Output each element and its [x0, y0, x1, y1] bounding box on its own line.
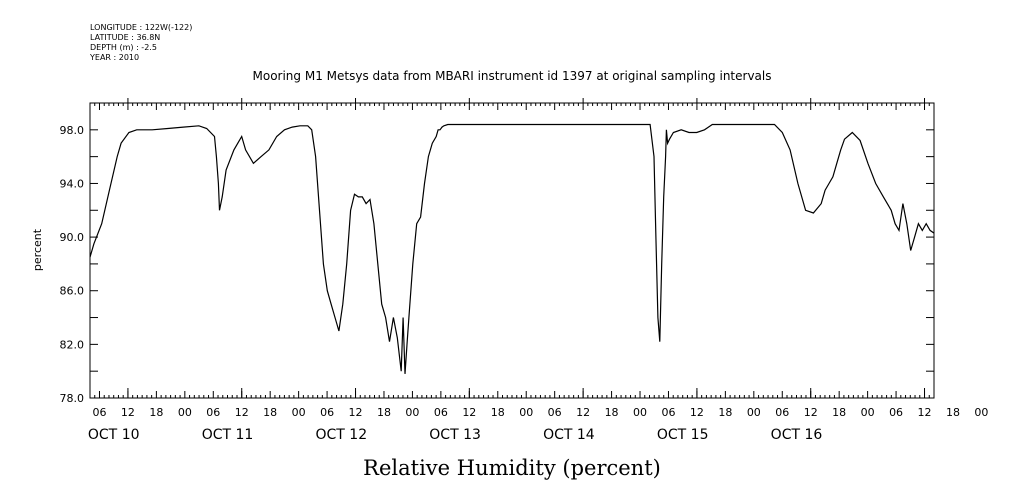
- day-label: OCT 14: [543, 427, 595, 443]
- x-tick-label: 12: [690, 406, 704, 419]
- day-label: OCT 11: [202, 427, 254, 443]
- x-tick-label: 18: [718, 406, 732, 419]
- x-tick-label: 18: [149, 406, 163, 419]
- x-tick-label: 00: [747, 406, 761, 419]
- x-tick-label: 06: [661, 406, 675, 419]
- x-tick-label: 18: [491, 406, 505, 419]
- x-tick-label: 06: [434, 406, 448, 419]
- x-tick-label: 12: [918, 406, 932, 419]
- x-tick-label: 00: [974, 406, 988, 419]
- y-tick-label: 94.0: [60, 177, 85, 190]
- day-labels: OCT 10 OCT 11 OCT 12 OCT 13 OCT 14 OCT 15 OCT …: [88, 427, 822, 443]
- x-tick-label: 06: [889, 406, 903, 419]
- day-label: OCT 10: [88, 427, 140, 443]
- x-tick-label: 00: [178, 406, 192, 419]
- x-tick-label: 06: [92, 406, 106, 419]
- year-label: YEAR : 2010: [89, 53, 139, 62]
- longitude-label: LONGITUDE : 122W(-122): [90, 23, 192, 32]
- depth-label: DEPTH (m) : -2.5: [90, 43, 157, 52]
- x-tick-label: 06: [206, 406, 220, 419]
- y-axis-label: percent: [31, 228, 44, 271]
- x-tick-label: 00: [633, 406, 647, 419]
- x-tick-label: 12: [235, 406, 249, 419]
- x-tick-label: 06: [548, 406, 562, 419]
- x-axis-label: Relative Humidity (percent): [363, 456, 661, 480]
- plot-frame: [89, 102, 935, 399]
- x-tick-label: 00: [861, 406, 875, 419]
- x-tick-label: 00: [405, 406, 419, 419]
- y-tick-label: 86.0: [60, 285, 85, 298]
- day-label: OCT 15: [657, 427, 709, 443]
- x-tick-label: 18: [946, 406, 960, 419]
- chart-title: Mooring M1 Metsys data from MBARI instru…: [253, 69, 772, 83]
- x-tick-label: 18: [605, 406, 619, 419]
- x-tick-label: 18: [832, 406, 846, 419]
- day-label: OCT 13: [429, 427, 481, 443]
- x-tick-label: 12: [121, 406, 135, 419]
- x-tick-label: 06: [320, 406, 334, 419]
- x-tick-labels: 06 12 18 00 06 12 18 00 06 12 18 00 06 12 18 00 06 12 18 00…: [92, 406, 988, 419]
- x-tick-label: 18: [263, 406, 277, 419]
- y-tick-labels: 78.0 82.0 86.0 90.0 94.0 98.0: [60, 124, 85, 405]
- y-tick-label: 98.0: [60, 124, 85, 137]
- humidity-series-line: [89, 123, 935, 374]
- x-tick-label: 00: [292, 406, 306, 419]
- x-tick-label: 00: [519, 406, 533, 419]
- y-tick-label: 82.0: [60, 338, 85, 351]
- y-tick-label: 90.0: [60, 231, 85, 244]
- x-tick-label: 12: [349, 406, 363, 419]
- x-tick-label: 18: [377, 406, 391, 419]
- axis-ticks: [89, 98, 935, 399]
- x-tick-label: 06: [775, 406, 789, 419]
- day-label: OCT 16: [771, 427, 823, 443]
- latitude-label: LATITUDE : 36.8N: [90, 33, 160, 42]
- day-label: OCT 12: [315, 427, 367, 443]
- x-tick-label: 12: [462, 406, 476, 419]
- x-tick-label: 12: [804, 406, 818, 419]
- y-tick-label: 78.0: [60, 392, 85, 405]
- x-tick-label: 12: [576, 406, 590, 419]
